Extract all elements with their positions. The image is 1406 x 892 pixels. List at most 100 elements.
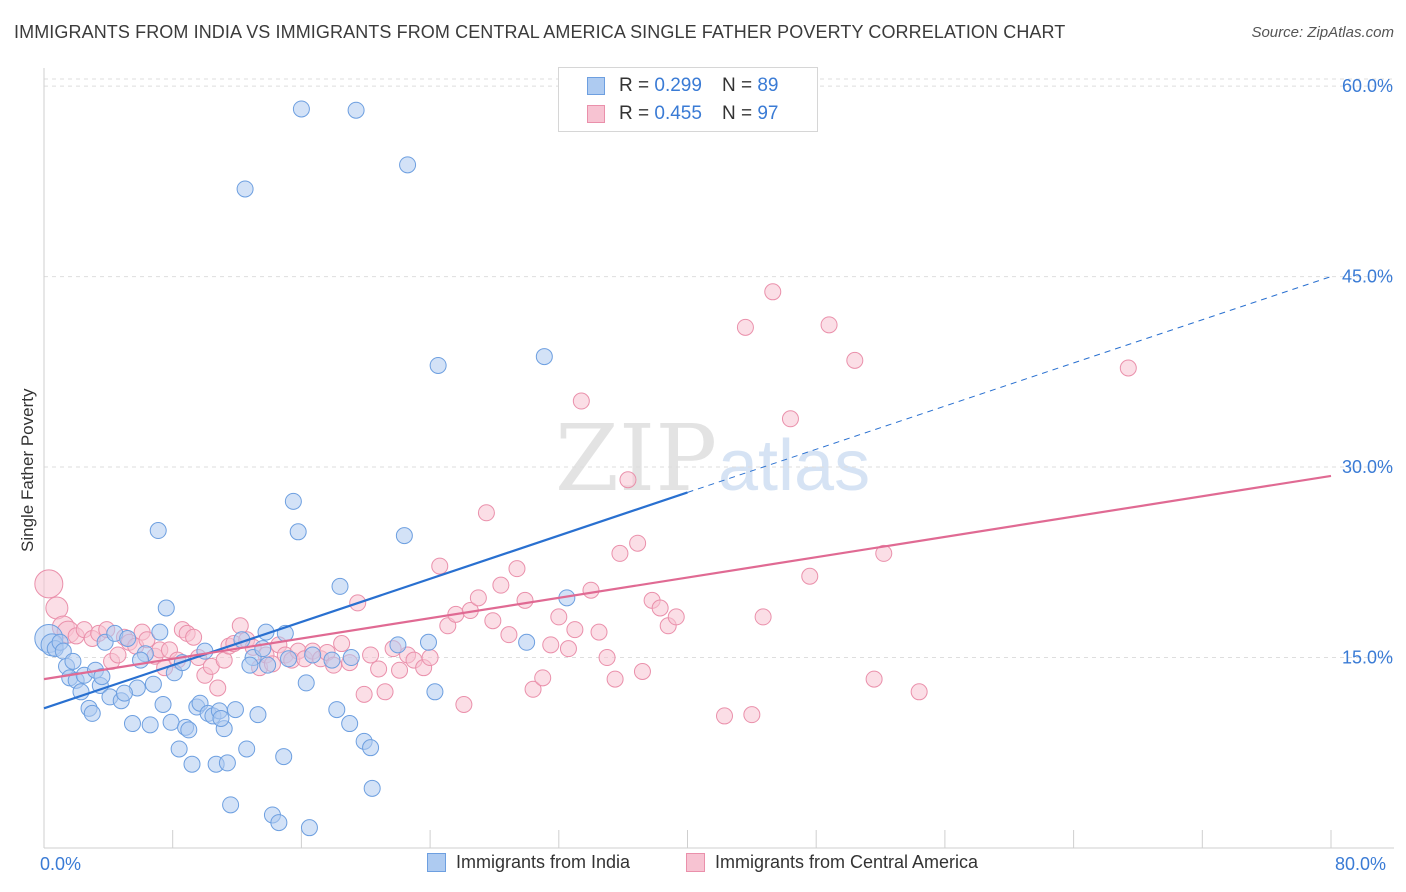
central-america-point <box>865 670 883 688</box>
central-america-point <box>516 591 534 609</box>
india-point <box>259 656 277 674</box>
india-point <box>363 779 381 797</box>
india-point <box>151 623 169 641</box>
central-america-point <box>633 662 651 680</box>
central-america-point <box>477 504 495 522</box>
india-trend-line <box>43 491 688 710</box>
central-america-point <box>619 471 637 489</box>
india-point <box>249 706 267 724</box>
india-point <box>275 748 293 766</box>
correlation-legend: R = 0.299 N = 89 R = 0.455 N = 97 <box>558 67 818 132</box>
watermark-atlas: atlas <box>718 426 870 506</box>
india-point <box>64 652 82 670</box>
india-point <box>331 577 349 595</box>
central-america-point <box>611 544 629 562</box>
india-point <box>149 522 167 540</box>
central-america-point <box>469 589 487 607</box>
legend-n-value-central-america: 97 <box>757 103 779 124</box>
india-point <box>399 156 417 174</box>
central-america-point <box>582 581 600 599</box>
india-point <box>115 684 133 702</box>
central-america-point <box>667 608 685 626</box>
india-point <box>157 599 175 617</box>
central-america-point <box>781 410 799 428</box>
central-america-point <box>524 680 542 698</box>
legend-r-label: R = <box>619 75 650 96</box>
central-america-point <box>109 646 127 664</box>
india-point <box>426 683 444 701</box>
y-tick-label: 30.0% <box>1342 457 1393 477</box>
legend-r-value-india: 0.299 <box>654 75 702 96</box>
central-america-point <box>736 318 754 336</box>
central-america-point <box>801 567 819 585</box>
central-america-point <box>1119 359 1137 377</box>
india-point <box>72 683 90 701</box>
india-point <box>342 649 360 667</box>
x-tick-label-max: 80.0% <box>1335 854 1387 874</box>
india-point <box>304 646 322 664</box>
central-america-point <box>846 351 864 369</box>
india-point <box>236 180 254 198</box>
india-point <box>162 713 180 731</box>
central-america-point <box>590 623 608 641</box>
india-point <box>389 636 407 654</box>
legend-n-label: N = <box>721 103 753 124</box>
central-america-point <box>820 316 838 334</box>
india-point <box>241 656 259 674</box>
bottom-legend-label-central-america: Immigrants from Central America <box>715 852 979 872</box>
legend-r-value-central-america: 0.455 <box>654 103 702 124</box>
india-point <box>300 819 318 837</box>
central-america-point <box>431 557 449 575</box>
central-america-point <box>559 640 577 658</box>
india-point <box>141 716 159 734</box>
legend-n-value-india: 89 <box>757 75 779 96</box>
india-point <box>238 740 256 758</box>
india-point <box>183 755 201 773</box>
india-point <box>429 356 447 374</box>
india-point <box>222 796 240 814</box>
central-america-point <box>606 670 624 688</box>
watermark-zip: ZIP <box>555 405 717 512</box>
central-america-point <box>743 706 761 724</box>
central-america-point <box>500 626 518 644</box>
chart-title: IMMIGRANTS FROM INDIA VS IMMIGRANTS FROM… <box>14 22 1066 42</box>
india-point <box>280 650 298 668</box>
india-point <box>297 674 315 692</box>
india-point <box>362 739 380 757</box>
central-america-point <box>421 649 439 667</box>
central-america-point <box>484 612 502 630</box>
x-tick-label-min: 0.0% <box>40 854 82 874</box>
central-america-point <box>764 283 782 301</box>
india-point <box>284 492 302 510</box>
legend-row-india: R = 0.299 N = 89 <box>587 75 778 97</box>
central-america-point <box>508 560 526 578</box>
central-america-point <box>185 628 203 646</box>
india-point <box>226 701 244 719</box>
india-point <box>83 704 101 722</box>
india-point <box>212 709 230 727</box>
india-point <box>119 629 137 647</box>
india-point <box>180 721 198 739</box>
india-point <box>323 651 341 669</box>
india-point <box>123 715 141 733</box>
india-point <box>154 696 172 714</box>
india-point <box>218 754 236 772</box>
central-america-point <box>910 683 928 701</box>
india-point <box>419 633 437 651</box>
central-america-point <box>598 649 616 667</box>
legend-swatch-india <box>587 77 605 95</box>
central-america-trend-line <box>43 474 1332 681</box>
india-point <box>347 101 365 119</box>
central-america-point <box>391 661 409 679</box>
central-america-point <box>572 392 590 410</box>
central-america-point <box>209 679 227 697</box>
india-point <box>395 527 413 545</box>
y-axis-label: Single Father Poverty <box>18 388 37 552</box>
central-america-point <box>754 608 772 626</box>
y-tick-label: 60.0% <box>1342 76 1393 96</box>
india-point <box>170 740 188 758</box>
india-point <box>144 675 162 693</box>
central-america-point <box>376 683 394 701</box>
legend-n-label: N = <box>721 75 753 96</box>
central-america-point <box>542 636 560 654</box>
